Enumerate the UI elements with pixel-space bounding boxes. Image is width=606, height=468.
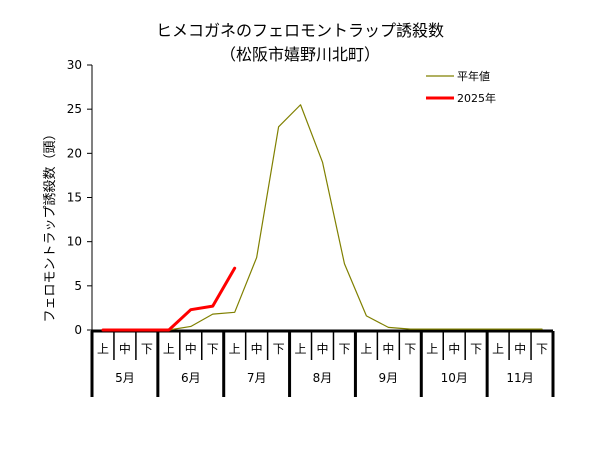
series-line-normal	[102, 104, 543, 331]
period-label: 下	[404, 342, 416, 356]
period-label: 下	[470, 342, 482, 356]
chart-subtitle: （松阪市嬉野川北町）	[220, 45, 380, 64]
y-tick-label: 30	[67, 58, 82, 72]
y-axis-label: フェロモントラップ誘殺数（頭）	[43, 127, 58, 322]
legend: 平年値 2025年	[426, 69, 496, 105]
axes: 051015202530上中下上中下上中下上中下上中下上中下上中下5月 6月 7月 8…	[67, 58, 555, 397]
month-label: 5月	[115, 371, 135, 385]
month-label: 11月	[506, 371, 533, 385]
period-label: 上	[492, 342, 504, 356]
month-label: 6月	[181, 371, 201, 385]
period-label: 中	[448, 341, 460, 356]
period-label: 下	[338, 342, 350, 356]
period-label: 上	[97, 342, 109, 356]
period-label: 中	[382, 341, 394, 356]
series-line-current	[101, 266, 237, 332]
y-tick-label: 20	[67, 146, 82, 160]
month-label: 10月	[441, 371, 468, 385]
y-tick-label: 0	[74, 323, 82, 337]
period-label: 下	[536, 342, 548, 356]
y-tick-label: 15	[67, 191, 82, 205]
period-label: 上	[426, 342, 438, 356]
y-tick-label: 5	[74, 279, 82, 293]
period-label: 下	[141, 342, 153, 356]
period-label: 中	[316, 341, 328, 356]
period-label: 上	[360, 342, 372, 356]
legend-label: 2025年	[457, 91, 496, 105]
month-label: 7月	[247, 371, 267, 385]
period-label: 上	[163, 342, 175, 356]
period-label: 下	[273, 342, 285, 356]
month-label: 9月	[379, 371, 399, 385]
period-label: 上	[295, 342, 307, 356]
period-label: 上	[229, 342, 241, 356]
period-label: 中	[185, 341, 197, 356]
legend-label: 平年値	[457, 69, 490, 83]
period-label: 中	[119, 341, 131, 356]
series-lines	[101, 104, 543, 332]
y-tick-label: 25	[67, 102, 82, 116]
chart-title: ヒメコガネのフェロモントラップ誘殺数	[156, 21, 444, 40]
y-tick-label: 10	[67, 235, 82, 249]
period-label: 下	[207, 342, 219, 356]
period-label: 中	[514, 341, 526, 356]
period-label: 中	[251, 341, 263, 356]
month-label: 8月	[313, 371, 333, 385]
